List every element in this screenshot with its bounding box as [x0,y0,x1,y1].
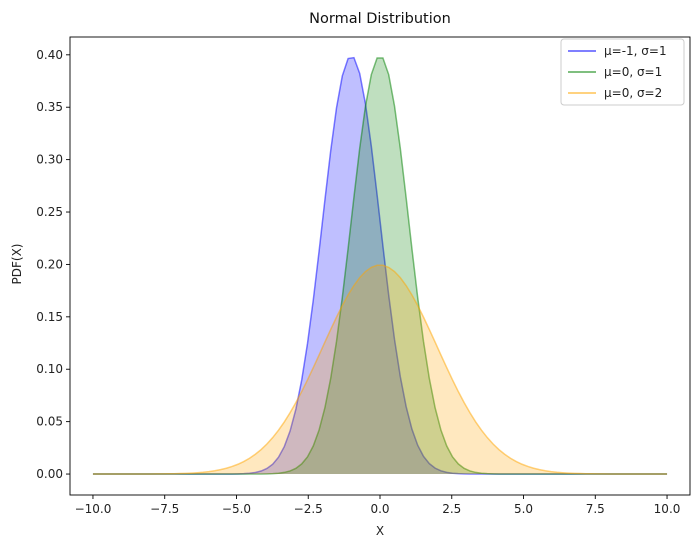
chart-title: Normal Distribution [309,11,451,27]
series-area-2 [92,58,668,475]
axes-layer: −10.0 −7.5 −5.0 −2.5 0.0 2.5 5.0 7.5 10.0 0.00 0.0… [36,36,691,516]
x-tick-label: −2.5 [294,502,323,516]
series-layer [92,56,668,475]
legend-label-3: μ=0, σ=2 [604,86,662,100]
y-tick-label: 0.10 [36,362,63,376]
x-tick-label: 5.0 [514,502,533,516]
y-tick-label: 0.05 [36,415,63,429]
x-tick-label: −7.5 [150,502,179,516]
legend: μ=-1, σ=1 μ=0, σ=1 μ=0, σ=2 [560,38,685,106]
y-axis-label: PDF(X) [10,244,24,285]
x-tick-label: 0.0 [370,502,389,516]
y-tick-label: 0.00 [36,467,63,481]
x-tick-label: −10.0 [75,502,112,516]
x-axis-label: X [376,524,384,538]
y-tick-label: 0.25 [36,205,63,219]
x-tick-label: 7.5 [586,502,605,516]
y-tick-label: 0.20 [36,257,63,271]
x-tick-label: 2.5 [442,502,461,516]
y-tick-label: 0.15 [36,310,63,324]
y-tick-label: 0.35 [36,100,63,114]
legend-label-2: μ=0, σ=1 [604,65,662,79]
x-tick-label: −5.0 [222,502,251,516]
legend-box [560,38,685,106]
series-area-3 [92,265,668,475]
x-tick-label: 10.0 [654,502,681,516]
legend-label-1: μ=-1, σ=1 [604,44,667,58]
series-line-3 [92,264,668,475]
y-tick-label: 0.30 [36,153,63,167]
y-tick-label: 0.40 [36,48,63,62]
series-line-2 [92,57,668,475]
